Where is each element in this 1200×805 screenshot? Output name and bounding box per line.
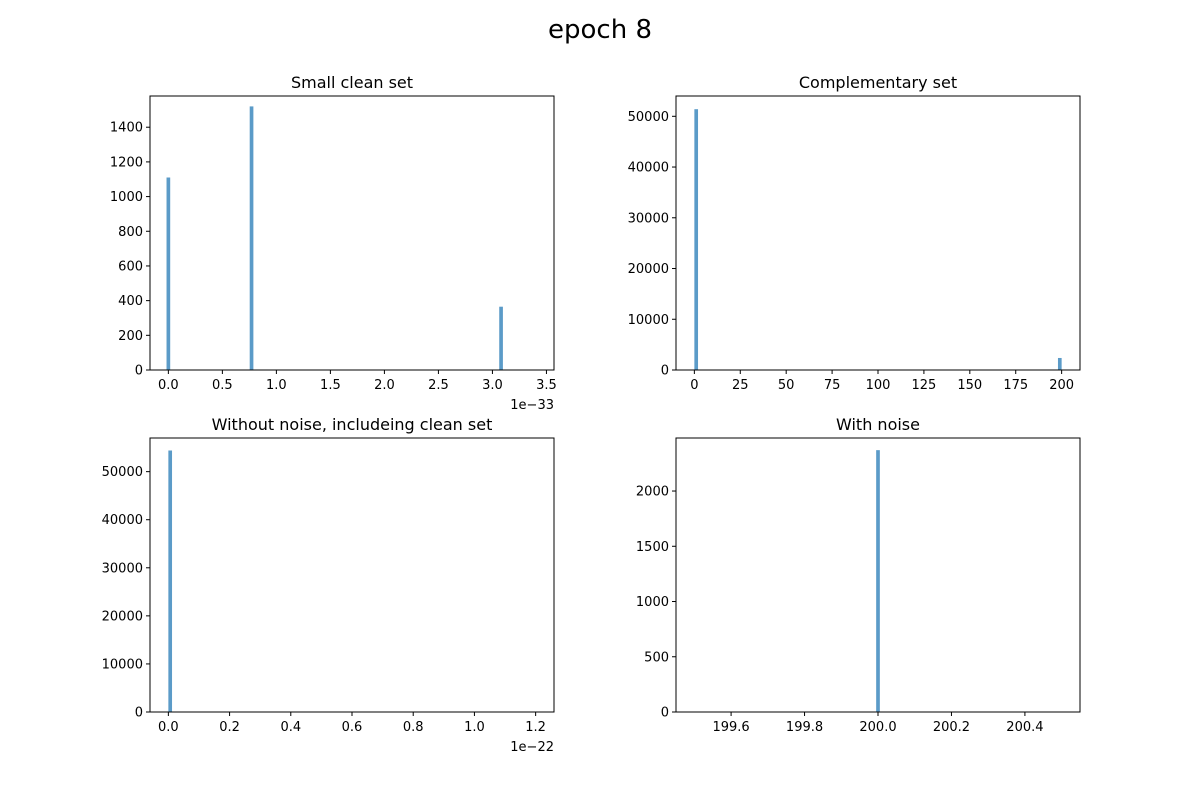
without-noise-ytick-label: 0 <box>135 706 143 721</box>
with-noise-xtick-label: 199.8 <box>786 720 823 735</box>
small-clean-xtick-label: 1.0 <box>266 378 287 393</box>
complementary-ytick-label: 30000 <box>628 211 669 226</box>
complementary-ytick-label: 40000 <box>628 161 669 176</box>
small-clean-ytick-label: 1200 <box>110 155 143 170</box>
complementary-xtick-label: 25 <box>732 378 749 393</box>
without-noise-xtick-label: 0.2 <box>219 720 240 735</box>
without-noise-axes-frame <box>149 437 555 713</box>
small-clean-title: Small clean set <box>291 73 413 92</box>
small-clean-x-offset-label: 1e−33 <box>510 398 554 413</box>
without-noise-ytick-label: 10000 <box>102 657 143 672</box>
without-noise-xtick-label: 0.8 <box>403 720 424 735</box>
without-noise-bar-0 <box>168 450 173 712</box>
small-clean-bar-0 <box>166 177 171 370</box>
complementary-title: Complementary set <box>799 73 957 92</box>
small-clean-xtick-label: 0.0 <box>158 378 179 393</box>
with-noise-xtick-label: 200.4 <box>1006 720 1043 735</box>
without-noise-x-offset-label: 1e−22 <box>510 740 554 755</box>
with-noise-ytick-label: 1000 <box>636 595 669 610</box>
with-noise-xtick-label: 199.6 <box>712 720 749 735</box>
complementary-xtick-label: 150 <box>957 378 982 393</box>
small-clean-bar-1 <box>249 106 254 370</box>
small-clean-ytick-label: 0 <box>135 364 143 379</box>
small-clean-ytick-label: 800 <box>118 225 143 240</box>
with-noise-ytick-label: 500 <box>644 650 669 665</box>
complementary-ytick-label: 50000 <box>628 110 669 125</box>
small-clean-axes-frame <box>149 95 555 371</box>
small-clean-panel: Small clean set 0.0 0.5 1.0 1.5 2.0 2.5 3.0 3.5 0… <box>110 73 557 413</box>
without-noise-ytick-label: 20000 <box>102 609 143 624</box>
small-clean-ytick-label: 1000 <box>110 190 143 205</box>
chart-panels: Small clean set 0.0 0.5 1.0 1.5 2.0 2.5 3.0 3.5 0… <box>102 73 1081 755</box>
complementary-xtick-label: 125 <box>911 378 936 393</box>
small-clean-xtick-label: 1.5 <box>320 378 341 393</box>
without-noise-xtick-label: 0.0 <box>158 720 179 735</box>
figure-title: epoch 8 <box>548 15 652 45</box>
complementary-bar-1 <box>1057 357 1062 370</box>
without-noise-ytick-label: 40000 <box>102 513 143 528</box>
small-clean-xtick-label: 2.5 <box>428 378 449 393</box>
with-noise-xtick-label: 200.0 <box>859 720 896 735</box>
small-clean-xtick-label: 0.5 <box>212 378 233 393</box>
with-noise-ytick-label: 0 <box>661 706 669 721</box>
without-noise-xtick-label: 0.4 <box>280 720 301 735</box>
without-noise-ytick-label: 50000 <box>102 465 143 480</box>
complementary-xtick-label: 0 <box>690 378 698 393</box>
complementary-ytick-label: 20000 <box>628 262 669 277</box>
small-clean-ytick-label: 200 <box>118 329 143 344</box>
with-noise-title: With noise <box>836 415 920 434</box>
complementary-bar-0 <box>694 109 699 370</box>
without-noise-xtick-label: 0.6 <box>342 720 363 735</box>
with-noise-xtick-label: 200.2 <box>933 720 970 735</box>
without-noise-ytick-label: 30000 <box>102 561 143 576</box>
without-noise-panel: Without noise, includeing clean set 0.0 0.… <box>102 415 555 755</box>
small-clean-bar-2 <box>499 306 503 370</box>
small-clean-xtick-label: 3.0 <box>482 378 503 393</box>
complementary-ytick-label: 0 <box>661 364 669 379</box>
complementary-xtick-label: 100 <box>866 378 891 393</box>
small-clean-ytick-label: 400 <box>118 294 143 309</box>
with-noise-bar-0 <box>876 450 880 712</box>
complementary-xtick-label: 175 <box>1003 378 1028 393</box>
complementary-xtick-label: 200 <box>1049 378 1074 393</box>
small-clean-ytick-label: 600 <box>118 259 143 274</box>
with-noise-ytick-label: 1500 <box>636 540 669 555</box>
complementary-ytick-label: 10000 <box>628 313 669 328</box>
without-noise-xtick-label: 1.2 <box>525 720 546 735</box>
complementary-xtick-label: 75 <box>824 378 841 393</box>
without-noise-title: Without noise, includeing clean set <box>212 415 493 434</box>
complementary-axes-frame <box>675 95 1081 371</box>
small-clean-xtick-label: 3.5 <box>536 378 557 393</box>
with-noise-ytick-label: 2000 <box>636 485 669 500</box>
small-clean-ytick-label: 1400 <box>110 121 143 136</box>
without-noise-xtick-label: 1.0 <box>464 720 485 735</box>
small-clean-xtick-label: 2.0 <box>374 378 395 393</box>
complementary-xtick-label: 50 <box>778 378 795 393</box>
with-noise-panel: With noise 199.6 199.8 200.0 200.2 200.4 0 500 1… <box>636 415 1081 735</box>
